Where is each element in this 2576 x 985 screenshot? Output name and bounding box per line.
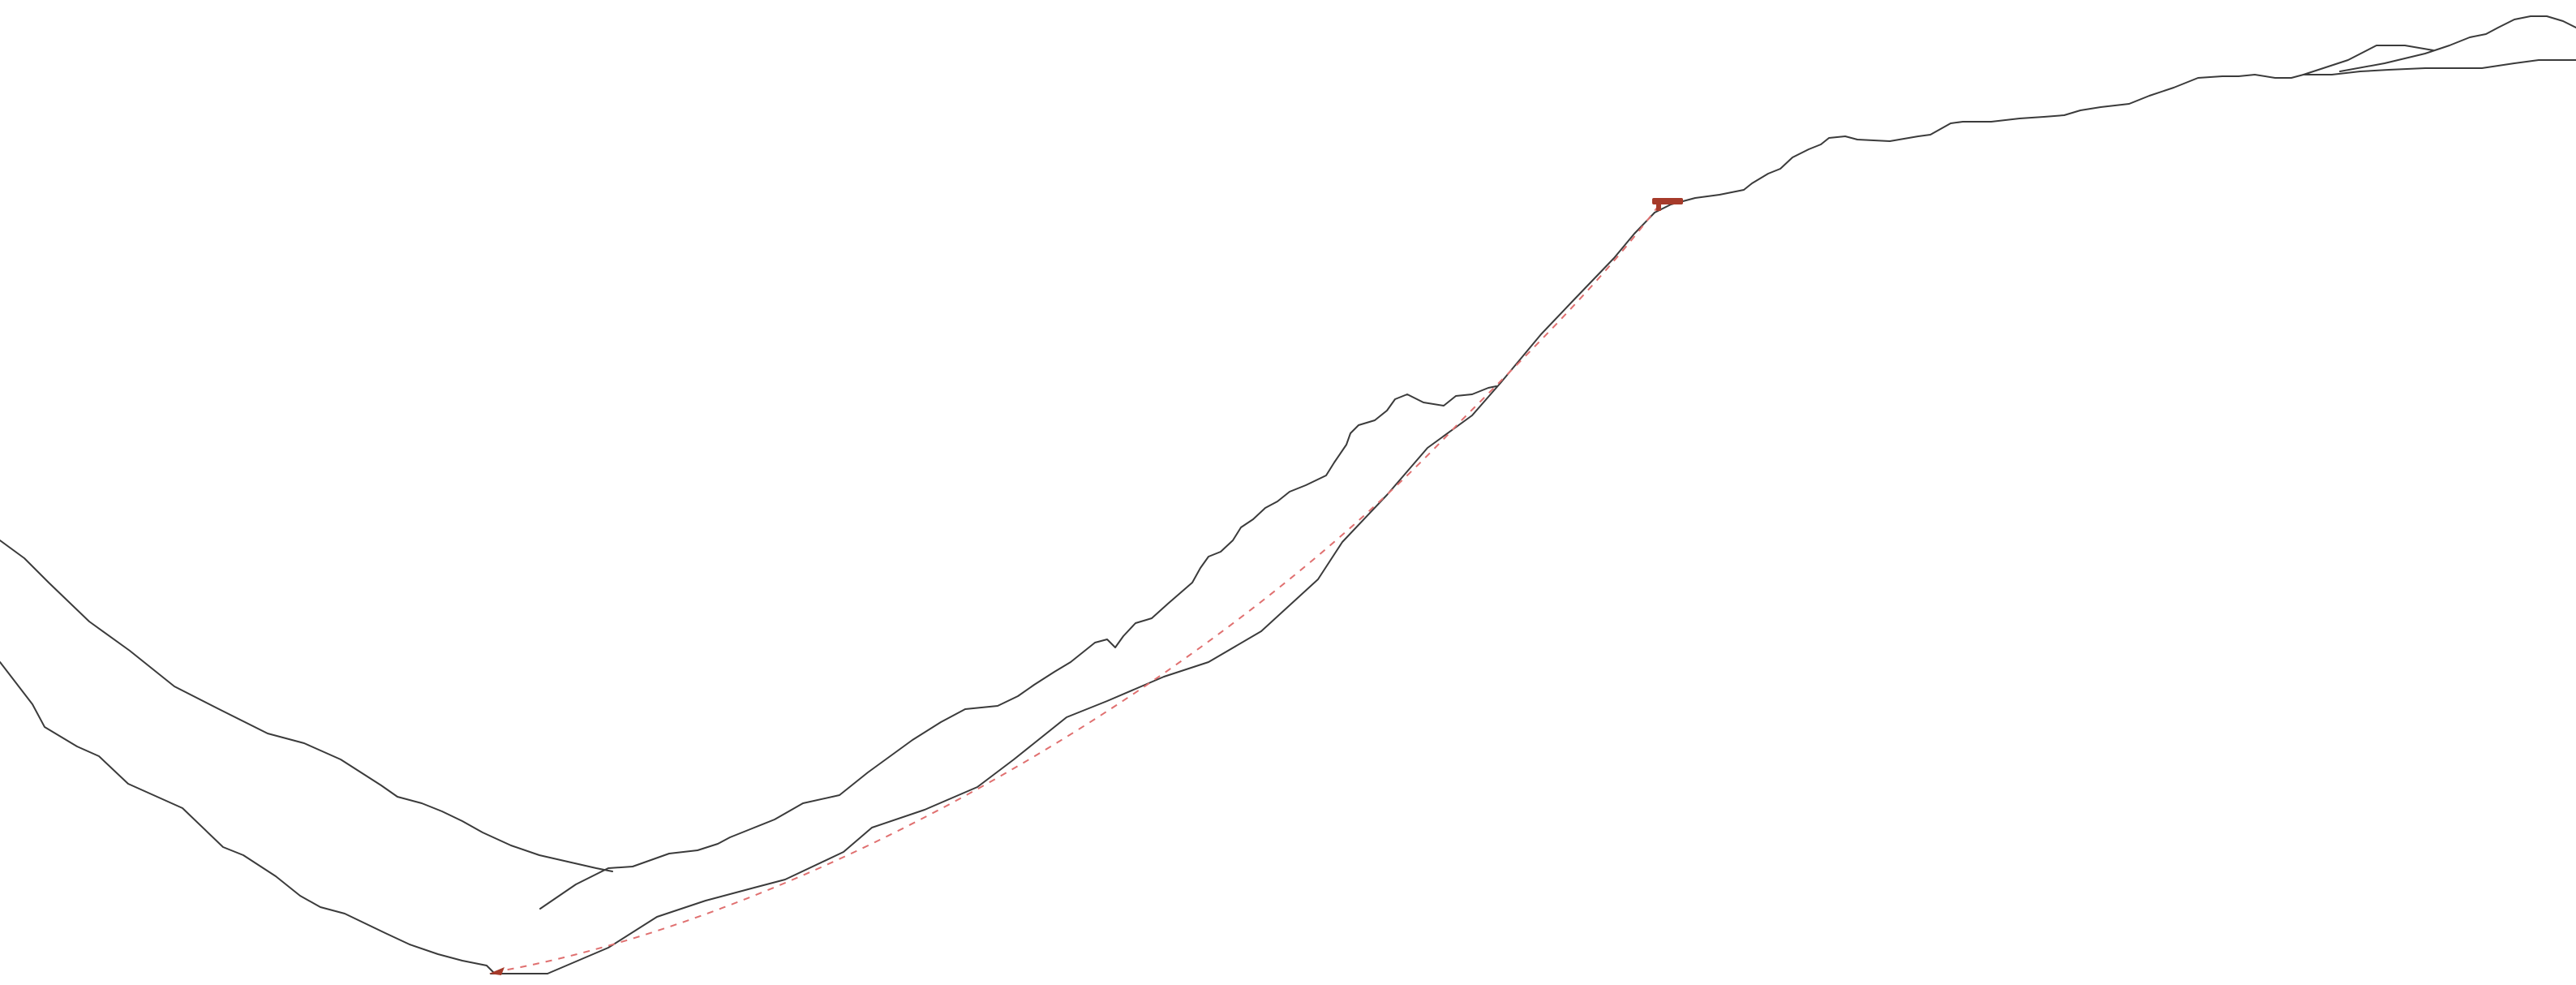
- upper-plateau-line: [1654, 59, 2576, 213]
- start-arrow-marker: [489, 967, 504, 975]
- route-dashed-line: [494, 204, 1660, 973]
- right-slope-lower-line: [547, 212, 1655, 974]
- far-peak-line-1: [2303, 45, 2434, 75]
- flag-pole: [1656, 203, 1661, 211]
- end-flag-marker: [1652, 198, 1683, 211]
- upper-left-ridge-line: [0, 540, 613, 872]
- lower-left-ridge-line: [0, 661, 496, 974]
- right-slope-inner-ridge-line: [539, 385, 1497, 910]
- far-peak-line-2: [2339, 15, 2576, 72]
